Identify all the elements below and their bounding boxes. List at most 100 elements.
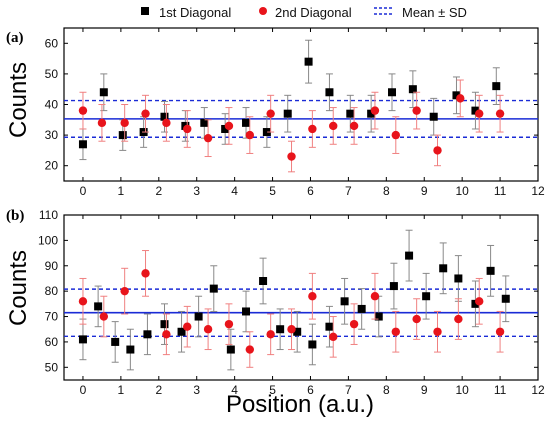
x-tick-label: 7: [345, 383, 352, 397]
data-point-first-diagonal: [492, 82, 501, 91]
data-point-first-diagonal: [422, 292, 431, 301]
x-tick-label: 8: [383, 383, 390, 397]
data-point-first-diagonal: [283, 109, 292, 118]
data-point-first-diagonal: [357, 304, 366, 313]
y-tick-label: 100: [38, 233, 58, 247]
y-tick-label: 40: [45, 98, 59, 112]
data-point-second-diagonal: [162, 330, 171, 339]
x-tick-label: 8: [383, 184, 390, 198]
data-point-first-diagonal: [367, 109, 376, 118]
data-point-second-diagonal: [454, 314, 463, 324]
data-point-second-diagonal: [224, 319, 234, 329]
data-point-second-diagonal: [475, 297, 484, 306]
data-point-first-diagonal: [346, 109, 355, 118]
data-point-first-diagonal: [388, 88, 397, 97]
y-tick-label: 30: [45, 128, 59, 142]
data-point-first-diagonal: [78, 335, 87, 344]
data-point-first-diagonal: [242, 118, 251, 127]
x-tick-label: 6: [307, 184, 314, 198]
data-point-second-diagonal: [370, 292, 380, 301]
data-point-second-diagonal: [245, 130, 255, 140]
data-point-first-diagonal: [374, 312, 383, 321]
data-point-second-diagonal: [349, 121, 359, 131]
y-tick-label: 60: [45, 36, 59, 50]
data-point-first-diagonal: [160, 320, 169, 329]
data-point-second-diagonal: [308, 124, 317, 134]
data-point-first-diagonal: [408, 85, 417, 94]
data-point-second-diagonal: [120, 118, 129, 128]
x-tick-label: 7: [345, 184, 352, 198]
data-point-first-diagonal: [325, 88, 334, 97]
x-tick-label: 6: [307, 383, 314, 397]
data-point-second-diagonal: [78, 297, 88, 306]
y-axis-title-b: Counts: [5, 250, 32, 326]
plot-frame: [63, 214, 539, 381]
y-tick-label: 50: [45, 360, 59, 374]
x-tick-label: 1: [118, 184, 125, 198]
legend-first-marker: [141, 7, 149, 15]
data-point-first-diagonal: [226, 345, 235, 354]
legend-second-label: 2nd Diagonal: [275, 5, 352, 20]
data-point-second-diagonal: [287, 152, 296, 161]
data-point-second-diagonal: [141, 109, 150, 118]
x-tick-label: 4: [231, 383, 238, 397]
data-point-first-diagonal: [389, 282, 398, 291]
y-tick-label: 110: [39, 208, 58, 222]
data-point-first-diagonal: [200, 118, 209, 127]
data-point-first-diagonal: [501, 294, 510, 303]
data-point-first-diagonal: [276, 325, 285, 334]
data-point-second-diagonal: [120, 286, 129, 296]
x-tick-label: 5: [269, 383, 276, 397]
data-point-second-diagonal: [183, 322, 192, 331]
data-point-second-diagonal: [329, 332, 338, 342]
legend: 1st Diagonal 2nd Diagonal Mean ± SD: [141, 5, 467, 20]
data-point-first-diagonal: [471, 106, 480, 115]
data-point-second-diagonal: [433, 327, 442, 336]
data-point-first-diagonal: [452, 91, 461, 100]
panel-label-b: (b): [6, 208, 24, 224]
x-tick-label: 10: [455, 184, 469, 198]
x-tick-label: 9: [421, 383, 428, 397]
x-tick-label: 11: [494, 383, 507, 397]
data-point-second-diagonal: [78, 106, 88, 115]
x-tick-label: 12: [531, 383, 545, 397]
data-point-second-diagonal: [183, 124, 192, 134]
data-point-second-diagonal: [475, 109, 484, 118]
data-point-first-diagonal: [454, 274, 463, 283]
data-point-second-diagonal: [391, 327, 400, 336]
legend-mean-label: Mean ± SD: [402, 5, 467, 20]
data-point-first-diagonal: [486, 266, 495, 275]
data-point-first-diagonal: [308, 340, 317, 349]
data-point-first-diagonal: [439, 264, 448, 273]
data-point-second-diagonal: [433, 146, 442, 155]
x-tick-label: 0: [80, 184, 87, 198]
data-point-second-diagonal: [349, 319, 359, 329]
data-point-first-diagonal: [78, 140, 87, 149]
data-point-first-diagonal: [405, 251, 414, 260]
data-point-first-diagonal: [118, 131, 127, 140]
data-point-second-diagonal: [162, 118, 171, 128]
data-point-second-diagonal: [203, 325, 213, 334]
plot-frame: [63, 27, 539, 182]
x-tick-label: 9: [421, 184, 428, 198]
y-tick-label: 70: [45, 310, 59, 324]
data-point-first-diagonal: [221, 124, 230, 133]
data-point-second-diagonal: [141, 269, 150, 278]
data-point-second-diagonal: [370, 106, 380, 115]
data-point-first-diagonal: [126, 345, 135, 354]
data-point-second-diagonal: [391, 130, 400, 140]
y-tick-label: 20: [45, 159, 59, 173]
y-axis-title-a: Counts: [5, 62, 32, 138]
data-point-second-diagonal: [266, 109, 275, 118]
data-point-second-diagonal: [412, 314, 421, 324]
data-point-second-diagonal: [245, 345, 255, 354]
data-point-first-diagonal: [340, 297, 349, 306]
legend-first-label: 1st Diagonal: [159, 5, 231, 20]
data-point-first-diagonal: [471, 299, 480, 308]
data-point-second-diagonal: [308, 292, 317, 301]
data-point-first-diagonal: [209, 284, 218, 293]
legend-second-marker: [259, 7, 267, 15]
data-point-first-diagonal: [94, 302, 103, 311]
